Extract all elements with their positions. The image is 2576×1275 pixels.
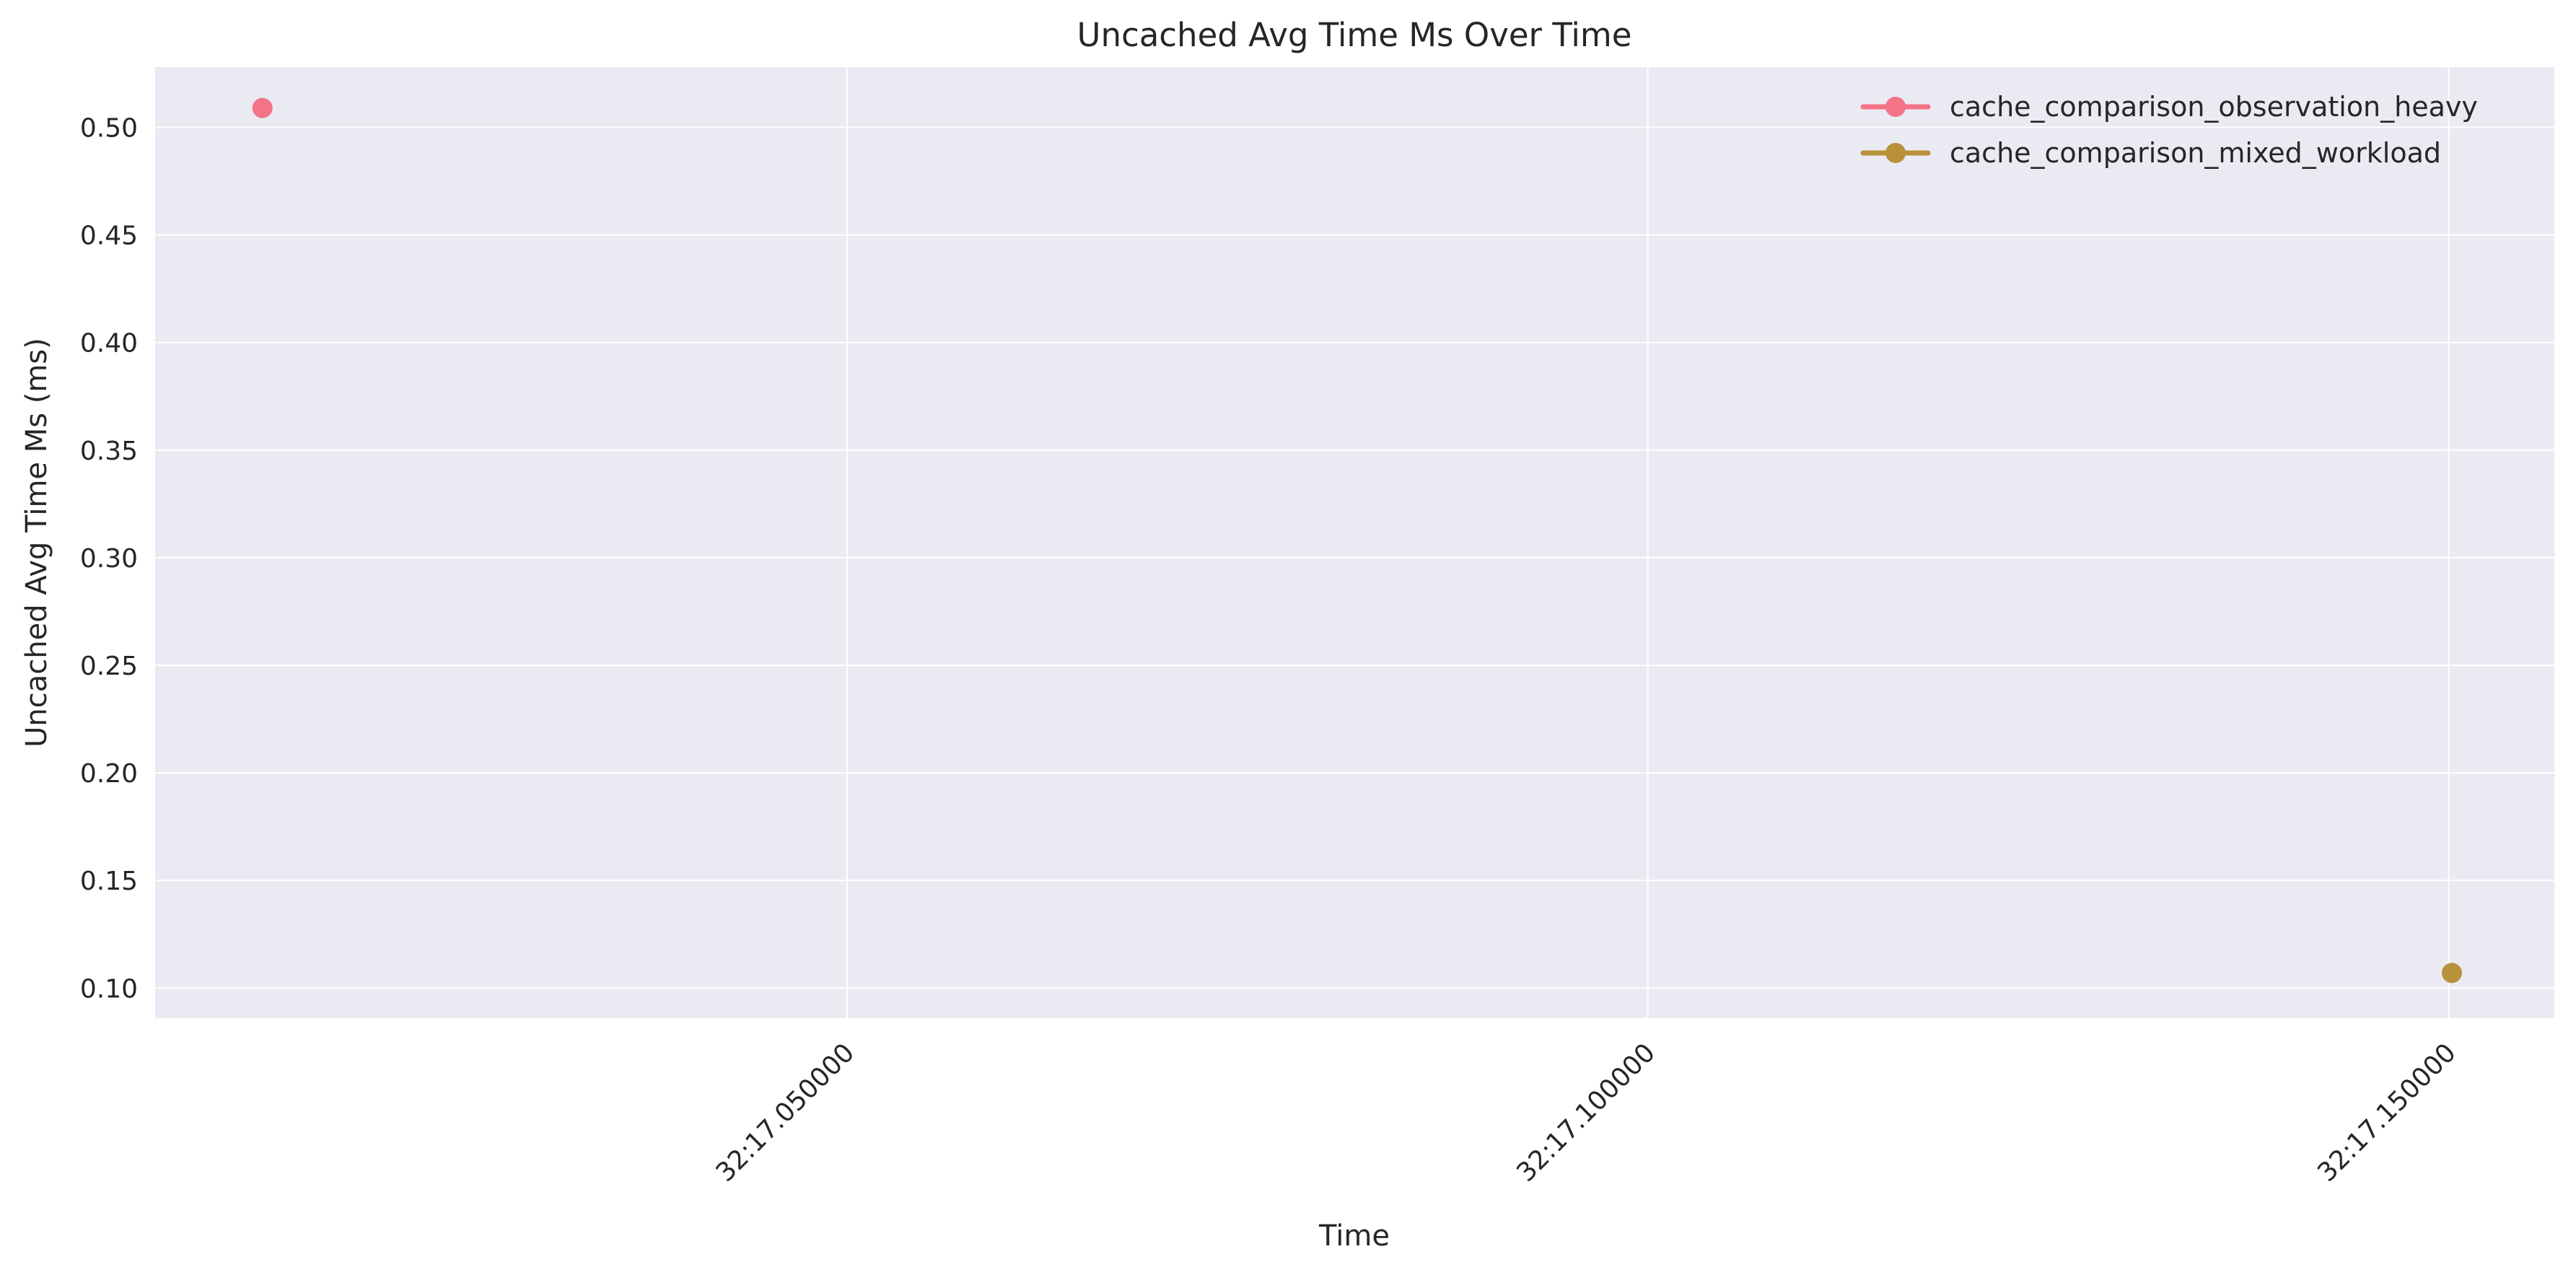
legend-marker [1885,97,1906,117]
grid-lines [155,67,2554,1018]
y-tick-label: 0.45 [80,222,138,251]
chart-title: Uncached Avg Time Ms Over Time [1077,16,1632,54]
y-axis-ticks: 0.10 0.15 0.20 0.25 0.30 0.35 0.40 0.45 0.50 [80,113,138,1004]
series-cache_comparison_mixed_workload [2441,963,2462,983]
y-tick-label: 0.50 [80,113,138,143]
series-cache_comparison_observation_heavy [252,97,273,118]
y-tick-label: 0.35 [80,437,138,466]
y-tick-label: 0.25 [80,652,138,681]
y-tick-label: 0.30 [80,544,138,574]
legend-label: cache_comparison_observation_heavy [1950,91,2478,123]
y-tick-label: 0.20 [80,759,138,789]
y-axis-label: Uncached Avg Time Ms (ms) [20,338,53,748]
legend-marker [1885,143,1906,163]
data-point [252,97,273,118]
data-point [2441,963,2462,983]
series-layer [252,97,2462,983]
legend-item: cache_comparison_mixed_workload [1860,137,2441,169]
legend: cache_comparison_observation_heavy cache_… [1860,91,2478,169]
y-tick-label: 0.10 [80,974,138,1004]
legend-item: cache_comparison_observation_heavy [1860,91,2478,123]
x-axis-label: Time [1318,1219,1390,1253]
plot-area [155,67,2554,1018]
y-tick-label: 0.15 [80,867,138,896]
y-tick-label: 0.40 [80,329,138,359]
legend-label: cache_comparison_mixed_workload [1950,137,2441,169]
